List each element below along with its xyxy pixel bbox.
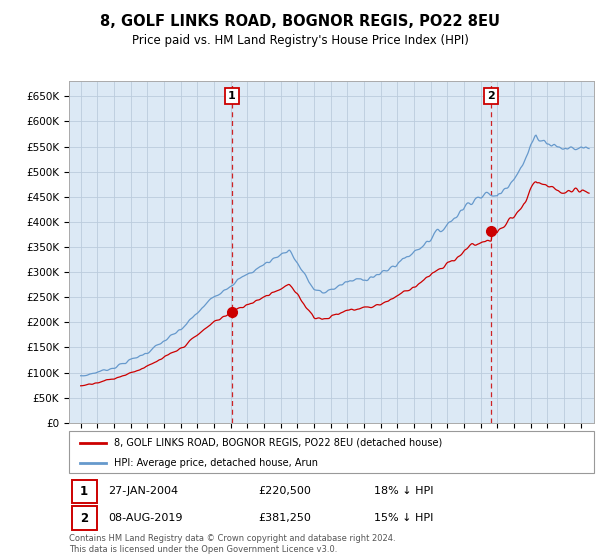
Text: £381,250: £381,250 — [258, 513, 311, 523]
Text: 1: 1 — [228, 91, 236, 101]
Text: Contains HM Land Registry data © Crown copyright and database right 2024.
This d: Contains HM Land Registry data © Crown c… — [69, 534, 395, 554]
FancyBboxPatch shape — [69, 431, 594, 473]
FancyBboxPatch shape — [71, 479, 97, 503]
Text: HPI: Average price, detached house, Arun: HPI: Average price, detached house, Arun — [113, 458, 317, 468]
Text: Price paid vs. HM Land Registry's House Price Index (HPI): Price paid vs. HM Land Registry's House … — [131, 34, 469, 46]
Text: 8, GOLF LINKS ROAD, BOGNOR REGIS, PO22 8EU: 8, GOLF LINKS ROAD, BOGNOR REGIS, PO22 8… — [100, 14, 500, 29]
Text: 8, GOLF LINKS ROAD, BOGNOR REGIS, PO22 8EU (detached house): 8, GOLF LINKS ROAD, BOGNOR REGIS, PO22 8… — [113, 438, 442, 448]
Text: 27-JAN-2004: 27-JAN-2004 — [109, 486, 179, 496]
Text: 2: 2 — [487, 91, 495, 101]
Text: 18% ↓ HPI: 18% ↓ HPI — [373, 486, 433, 496]
Text: 2: 2 — [80, 511, 88, 525]
Text: 15% ↓ HPI: 15% ↓ HPI — [373, 513, 433, 523]
Text: 1: 1 — [80, 484, 88, 498]
Text: £220,500: £220,500 — [258, 486, 311, 496]
FancyBboxPatch shape — [71, 506, 97, 530]
Text: 08-AUG-2019: 08-AUG-2019 — [109, 513, 183, 523]
